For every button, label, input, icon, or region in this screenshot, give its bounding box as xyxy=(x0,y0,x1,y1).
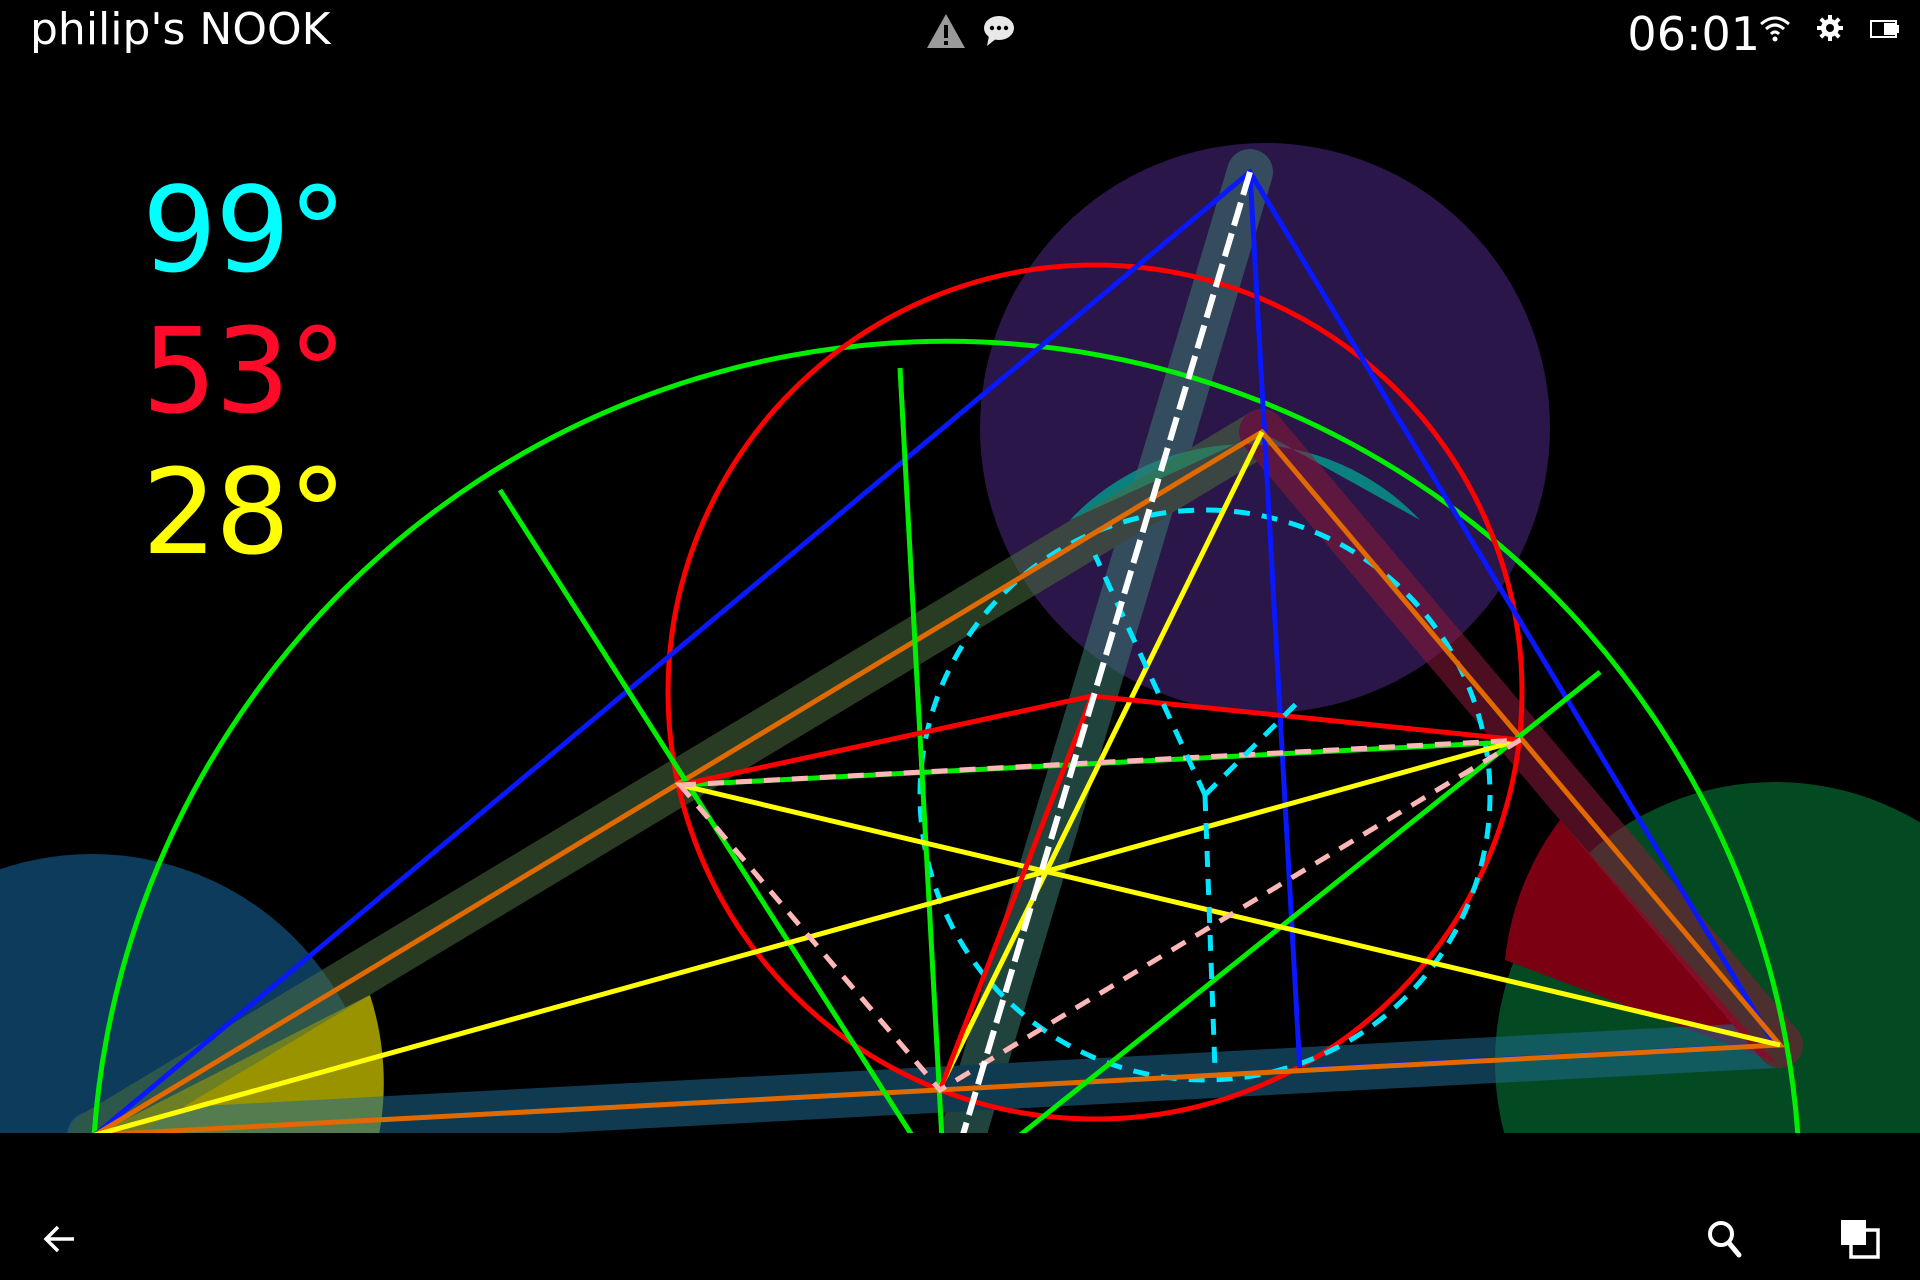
red-segment xyxy=(937,695,1095,1091)
chat-bubble-icon[interactable] xyxy=(981,14,1017,48)
recent-apps-button[interactable] xyxy=(1830,1209,1890,1269)
blue-altitude xyxy=(1247,171,1303,1073)
notification-area[interactable] xyxy=(925,10,1015,54)
green-circumarc xyxy=(91,338,1801,1133)
device-name: philip's NOOK xyxy=(30,4,331,55)
green-seg-2 xyxy=(897,367,945,1133)
angle-readout-b: 53° xyxy=(142,302,347,440)
red-circumcircle xyxy=(665,262,1525,1122)
green-seg-1 xyxy=(497,488,914,1133)
pink-dashed-triangle xyxy=(674,737,1522,1094)
cyan-dash-seg-3 xyxy=(1203,698,1302,797)
vertex-c-red-wedge xyxy=(1505,820,1775,1062)
back-button[interactable] xyxy=(30,1209,90,1269)
gear-icon[interactable] xyxy=(1816,14,1844,42)
cyan-dash-seg-1 xyxy=(1202,794,1218,1071)
search-icon xyxy=(1708,1221,1742,1258)
white-dashed-euler-line xyxy=(960,171,1253,1133)
recent-apps-icon xyxy=(1841,1220,1880,1259)
green-seg-4 xyxy=(679,739,1511,788)
wifi-icon xyxy=(1760,16,1790,42)
search-button[interactable] xyxy=(1695,1209,1755,1269)
angle-readout-c: 28° xyxy=(142,443,347,581)
back-arrow-icon xyxy=(43,1225,74,1253)
angle-readout-a: 99° xyxy=(142,161,347,299)
cyan-nine-point-circle xyxy=(917,507,1493,1083)
battery-icon xyxy=(1870,20,1899,38)
warning-icon[interactable] xyxy=(925,12,967,50)
triangle-geometry-canvas[interactable] xyxy=(0,62,1920,1195)
clock: 06:01 xyxy=(1627,7,1760,61)
navigation-bar xyxy=(0,1195,1920,1280)
status-bar: philip's NOOK 06:01 xyxy=(0,0,1920,62)
